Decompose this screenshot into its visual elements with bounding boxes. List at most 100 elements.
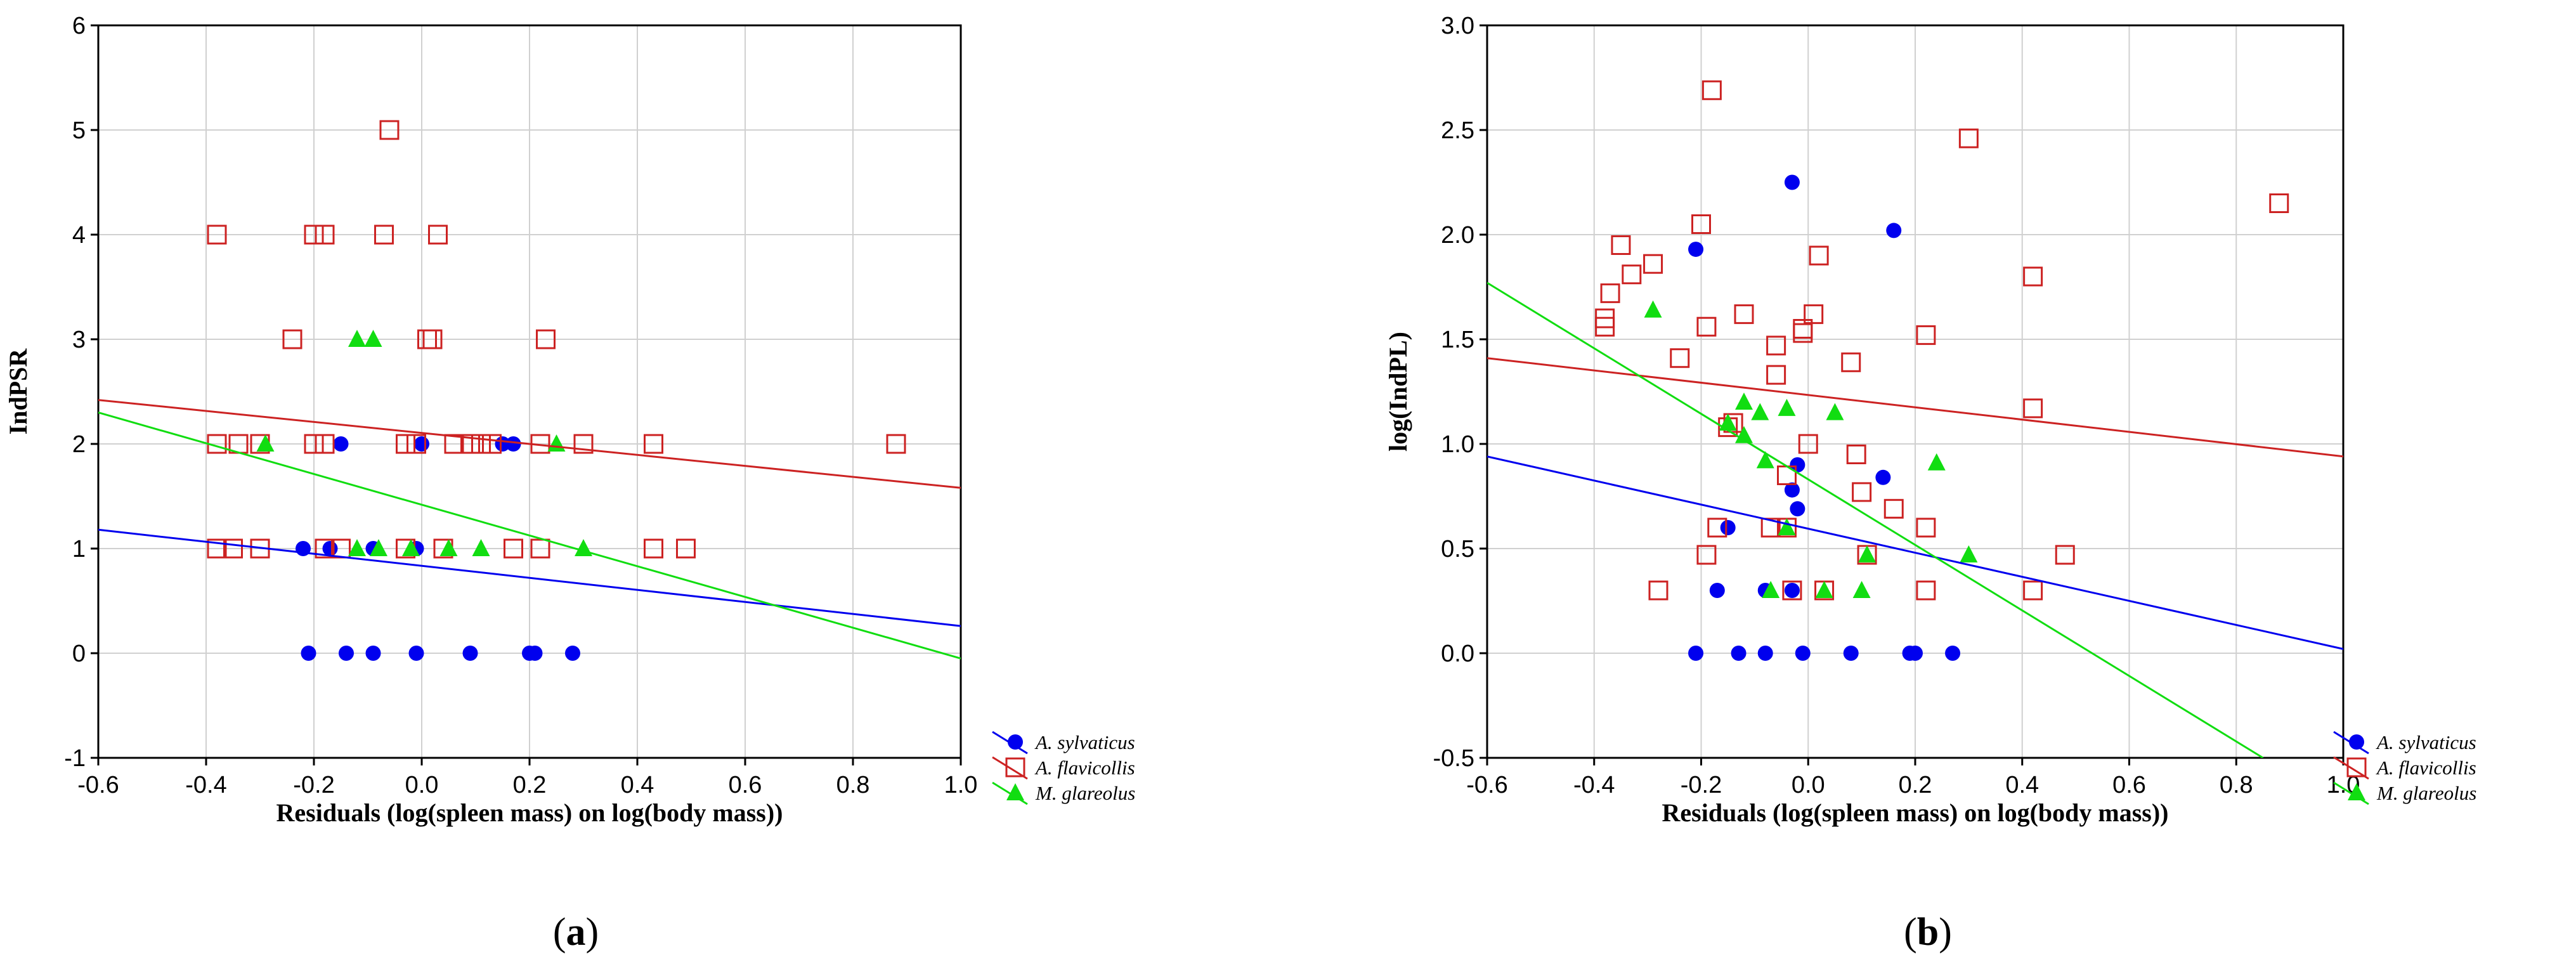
data-point (301, 646, 316, 661)
data-point (1670, 348, 1690, 368)
chart-panel-b: -0.6 -0.4 -0.2 0.0 0.2 0.4 0.6 0.8 1.0 -0.5 0.0 0.5… (1384, 13, 2476, 954)
series-1 (1595, 80, 2289, 601)
data-point (1595, 308, 1615, 329)
x-axis-label: Residuals (log(spleen mass) on log(body … (276, 798, 783, 827)
data-point (565, 646, 580, 661)
data-point (1709, 583, 1725, 598)
data-point (256, 434, 275, 452)
data-point (1846, 445, 1866, 464)
x-tick-label: 0.8 (2220, 772, 2253, 798)
data-point (1691, 214, 1711, 234)
data-point (315, 224, 335, 245)
data-point (472, 539, 490, 556)
data-point (1696, 316, 1717, 337)
x-tick-label: -0.6 (1466, 772, 1507, 798)
y-tick-label: 0.0 (1441, 641, 1474, 667)
data-point (1782, 580, 1802, 601)
y-tick-label: 2.0 (1441, 222, 1474, 249)
data-point (1916, 325, 1936, 345)
data-point (282, 329, 302, 349)
y-tick-label: 1.0 (1441, 431, 1474, 458)
data-point (1688, 646, 1704, 661)
panel-label: (b) (1904, 911, 1952, 954)
y-tick-label: 6 (72, 13, 86, 39)
data-point (1644, 300, 1662, 318)
data-point (1720, 520, 1736, 535)
data-point (1960, 545, 1978, 563)
y-tick-label: 1.5 (1441, 327, 1474, 353)
data-point (1798, 434, 1818, 454)
data-point (223, 538, 243, 559)
data-point (1600, 283, 1620, 303)
data-point (2055, 545, 2075, 565)
data-point (536, 329, 556, 349)
legend-line (2333, 781, 2369, 805)
data-point (505, 436, 521, 452)
y-tick-label: 4 (72, 222, 86, 249)
data-point (1916, 580, 1936, 601)
series-2 (1644, 300, 1978, 598)
x-tick-label: -0.6 (77, 772, 119, 798)
data-point (1843, 646, 1859, 661)
fit-line-0 (1487, 455, 2343, 650)
data-point (1762, 581, 1780, 598)
data-point (407, 434, 426, 454)
series-0 (296, 436, 580, 661)
plot-area (98, 120, 961, 661)
x-tick-label: 0.6 (729, 772, 762, 798)
chart-panel-a: -0.6 -0.4 -0.2 0.0 0.2 0.4 0.6 0.8 1.0 -1 0 1 2 3 4 5 6 R… (4, 13, 1135, 954)
legend-line (2333, 756, 2369, 780)
data-point (1790, 457, 1805, 472)
data-point (1766, 365, 1786, 385)
legend-label: A. sylvaticus (2376, 731, 2476, 753)
data-point (365, 646, 381, 661)
y-tick-label: 0.5 (1441, 536, 1474, 563)
data-point (462, 646, 478, 661)
legend-line (992, 781, 1028, 805)
data-point (1784, 583, 1800, 598)
data-point (315, 434, 335, 454)
data-point (504, 538, 523, 559)
data-point (1945, 646, 1961, 661)
data-point (1648, 580, 1669, 601)
y-axis-label: IndPSR (4, 348, 32, 435)
data-point (439, 539, 458, 556)
data-point (1886, 223, 1902, 238)
x-tick-label: 0.8 (836, 772, 870, 798)
data-point (886, 434, 906, 454)
data-point (2023, 580, 2043, 601)
data-point (527, 646, 543, 661)
x-tick-label: 0.4 (2005, 772, 2039, 798)
data-point (370, 539, 387, 556)
data-point (379, 120, 400, 140)
data-point (1841, 352, 1861, 372)
data-point (1958, 128, 1979, 148)
y-tick-label: -0.5 (1433, 745, 1474, 772)
data-point (1696, 545, 1717, 565)
data-point (1756, 451, 1774, 469)
data-point (1804, 304, 1824, 324)
data-point (1757, 646, 1773, 661)
data-point (2269, 193, 2289, 213)
data-point (460, 434, 480, 454)
data-point (1760, 517, 1781, 538)
legend: A. sylvaticus A. flavicollis M. glareolus (2333, 731, 2476, 805)
data-point (1751, 403, 1769, 420)
x-tick-label: 0.2 (513, 772, 547, 798)
data-point (1735, 426, 1753, 443)
legend-marker (2348, 783, 2365, 800)
data-point (374, 224, 394, 245)
x-tick-label: -0.2 (1681, 772, 1722, 798)
data-point (304, 224, 324, 245)
y-tick-label: 0 (72, 641, 86, 667)
fit-line-0 (98, 528, 961, 627)
fit-line-2 (1487, 282, 2264, 758)
data-point (471, 434, 491, 454)
y-tick-label: 1 (72, 536, 86, 563)
legend-marker (1005, 757, 1025, 778)
data-point (408, 646, 424, 661)
data-point (348, 330, 366, 347)
data-point (1735, 393, 1753, 410)
data-point (1927, 453, 1946, 471)
